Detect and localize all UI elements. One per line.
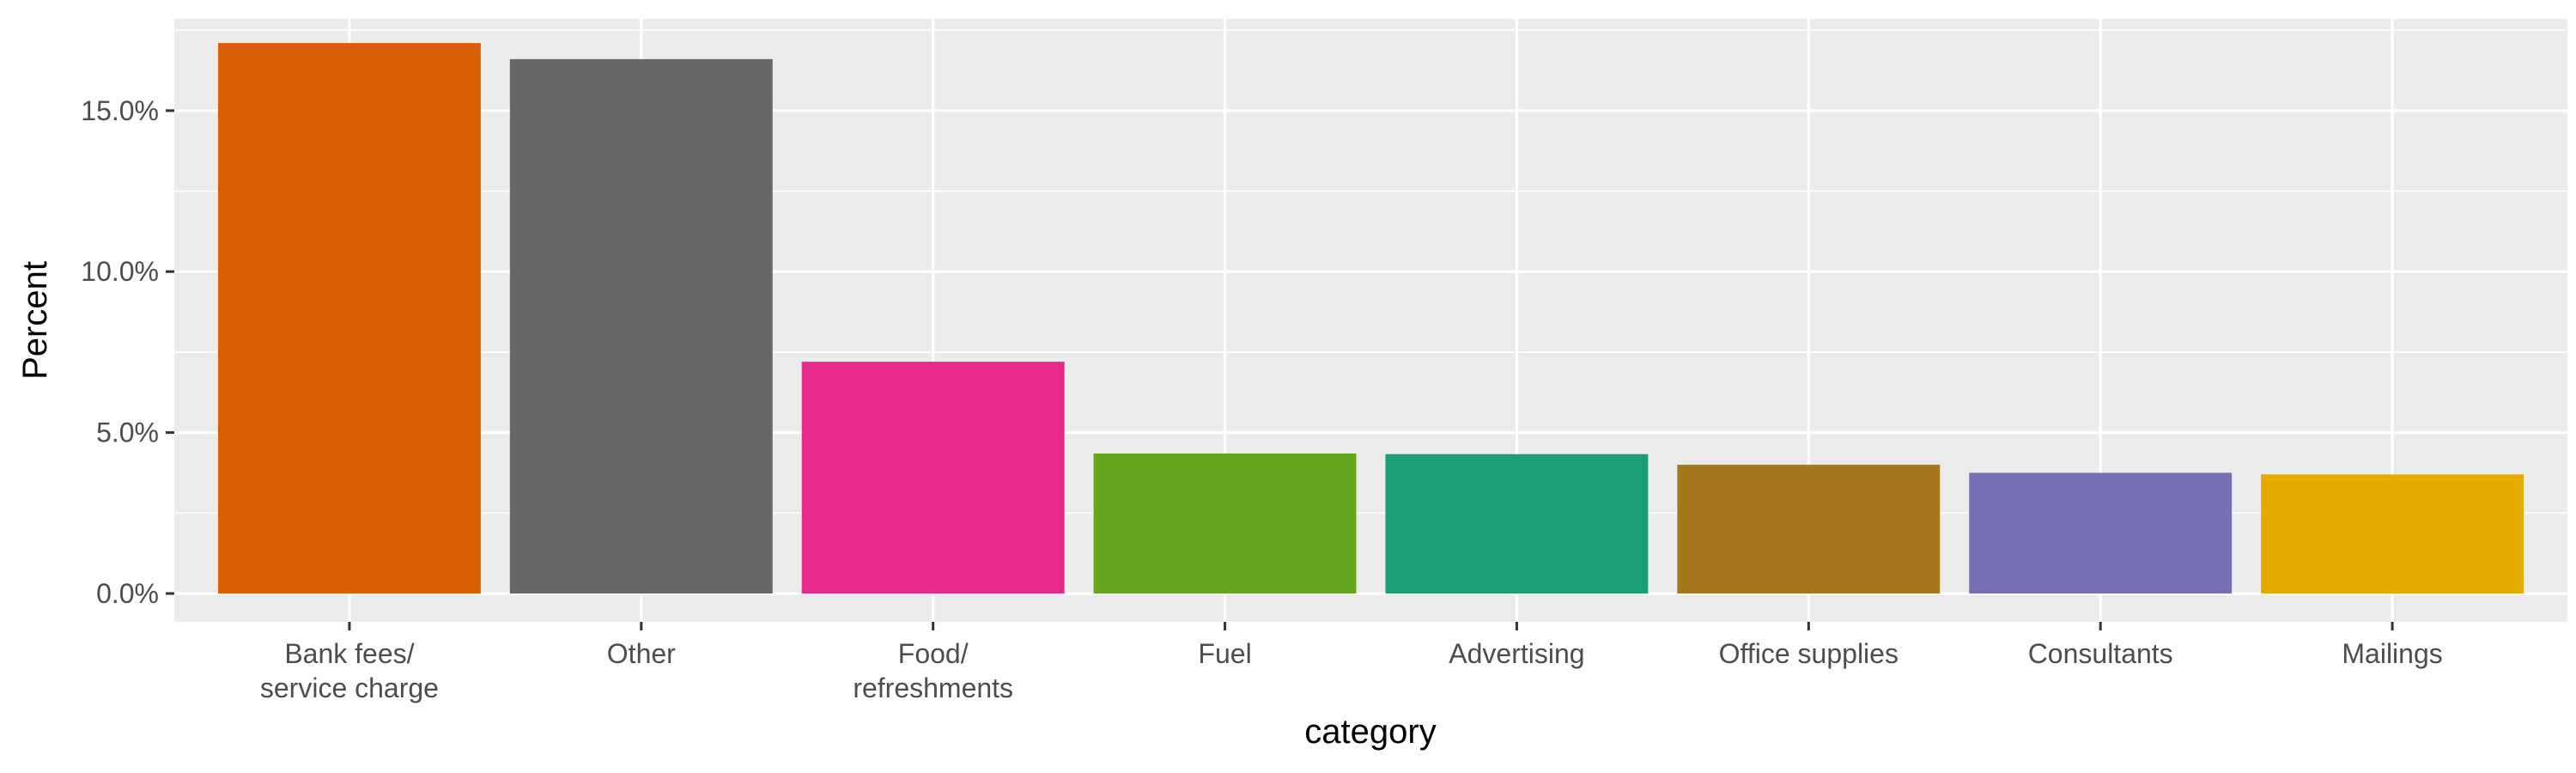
y-tick-label: 5.0% (96, 417, 159, 448)
bar (217, 43, 481, 594)
bars (217, 43, 2524, 594)
bar (1385, 453, 1649, 594)
x-tick-label: Office supplies (1719, 638, 1899, 669)
y-tick-label: 10.0% (81, 256, 159, 287)
y-tick-label: 0.0% (96, 578, 159, 609)
y-axis: 0.0% 5.0% 10.0% 15.0% (81, 95, 174, 609)
x-tick-label: Mailings (2342, 638, 2442, 669)
bar (509, 58, 773, 594)
x-tick-label: Consultants (2028, 638, 2173, 669)
y-axis-title: Percent (16, 261, 54, 380)
x-axis-title: category (1304, 713, 1436, 751)
x-tick-label: Fuel (1198, 638, 1251, 669)
x-axis: Bank fees/service charge Other Food/refres… (260, 622, 2443, 703)
bar (801, 362, 1065, 594)
x-tick-label: Bank fees/service charge (260, 638, 439, 703)
y-tick-label: 15.0% (81, 95, 159, 126)
x-tick-label: Food/refreshments (853, 638, 1013, 703)
bar (1677, 465, 1941, 594)
bar (1093, 453, 1357, 594)
x-tick-label: Advertising (1449, 638, 1584, 669)
bar (2261, 474, 2524, 594)
bar (1969, 472, 2233, 594)
x-tick-label: Other (607, 638, 676, 669)
